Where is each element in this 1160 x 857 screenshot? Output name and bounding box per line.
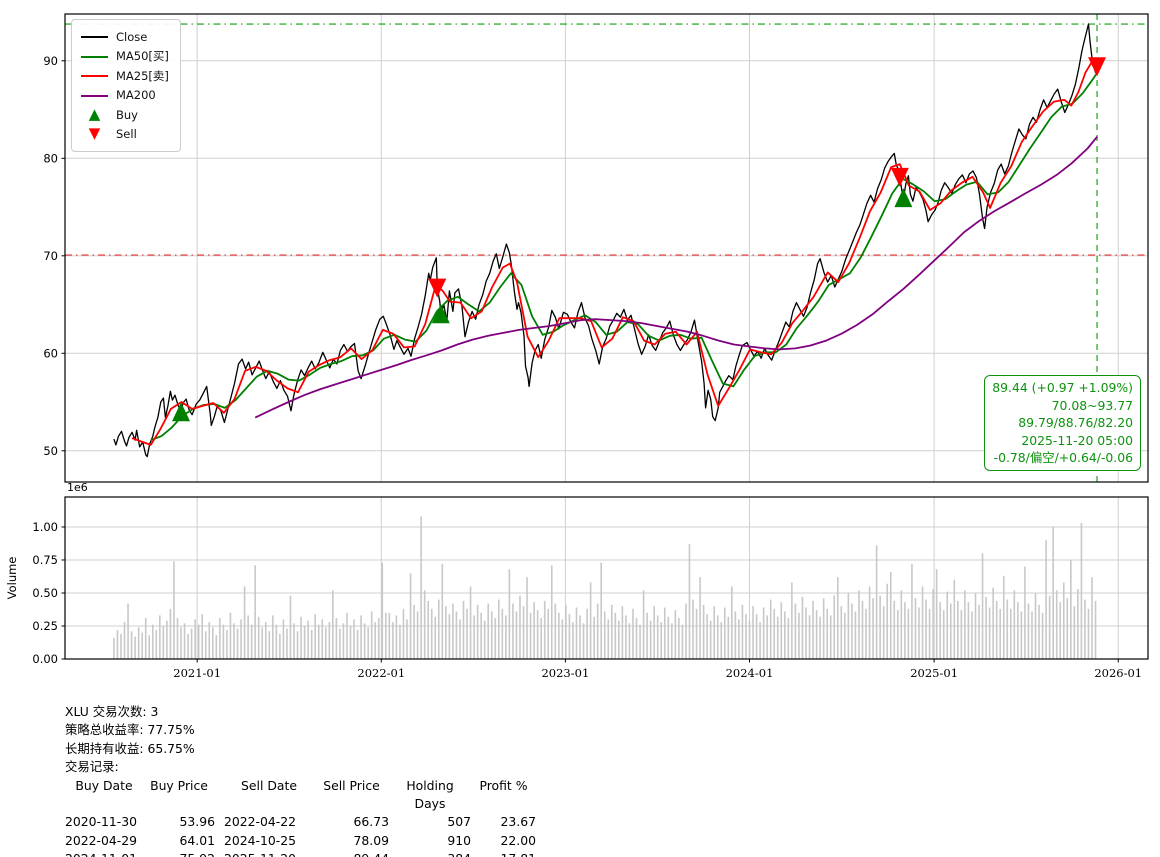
trade-row: 2022-04-29 64.01 2024-10-25 78.09 910 22.00 <box>65 832 536 850</box>
svg-text:1.00: 1.00 <box>32 520 58 534</box>
svg-text:70: 70 <box>43 249 58 263</box>
trade-cell: 2020-11-30 <box>65 814 138 830</box>
svg-text:2026-01: 2026-01 <box>1094 666 1142 680</box>
trade-cell: 507 <box>447 814 471 830</box>
trade-cell: 89.44 <box>314 850 389 857</box>
legend-line-sample <box>81 49 108 63</box>
trade-cell: 2022-04-29 <box>65 832 138 848</box>
annotation-line-4: -0.78/偏空/+0.64/-0.06 <box>993 450 1133 466</box>
price-annotation-box: 89.44 (+0.97 +1.09%) 70.08~93.77 89.79/88.… <box>984 375 1141 471</box>
trade-cell: 17.81 <box>471 850 536 857</box>
trade-cell: 75.92 <box>143 850 215 857</box>
legend-item-ma25: MA25[卖] <box>81 66 169 86</box>
volume-axes-border <box>64 496 1149 660</box>
trade-record-label: 交易记录: <box>65 759 119 775</box>
trade-cell: 384 <box>389 850 471 857</box>
legend-label: Buy <box>116 107 138 122</box>
legend-item-buy: ▲ Buy <box>81 105 169 125</box>
legend-label: MA25[卖] <box>116 68 169 83</box>
trade-cell: 2024-11-01 <box>65 850 143 857</box>
buy-marker <box>894 188 913 208</box>
main-axes-border <box>64 13 1149 483</box>
strategy-return-line: 策略总收益率: 77.75% <box>65 722 195 738</box>
trade-cell: 2024-10-25 <box>224 832 297 848</box>
axis-ticks-and-labels: 50 60 70 80 90 0.00 0.25 0.50 0.75 1.00 2021-01 202… <box>32 54 1142 680</box>
annotation-line-2: 89.79/88.76/82.20 <box>1018 415 1133 431</box>
trade-table-header-cell: Buy Date <box>75 777 133 793</box>
trade-cell: 64.01 <box>179 832 215 848</box>
trade-table-header-cell: Holding Days <box>406 777 454 812</box>
svg-text:2024-01: 2024-01 <box>726 666 774 680</box>
trade-table-header-cell: Profit % <box>479 777 528 793</box>
svg-text:2022-01: 2022-01 <box>357 666 405 680</box>
trade-count-line: XLU 交易次数: 3 <box>65 704 159 719</box>
triangle-down-icon: ▼ <box>88 124 101 143</box>
trade-table-header-cell: Sell Date <box>241 777 297 793</box>
svg-text:0.50: 0.50 <box>32 586 58 600</box>
svg-text:2023-01: 2023-01 <box>541 666 589 680</box>
legend-label: MA50[买] <box>116 49 169 64</box>
buy-marker <box>431 304 450 324</box>
trade-row: 2024-11-0175.92 2025-11-2089.4438417.81 <box>65 850 536 857</box>
svg-text:0.25: 0.25 <box>32 619 58 633</box>
legend-item-close: Close <box>81 27 169 47</box>
svg-text:2025-01: 2025-01 <box>910 666 958 680</box>
trade-table-header: Buy Date Buy Price Sell Date Sell Price Hold… <box>65 777 536 814</box>
triangle-up-icon: ▲ <box>88 104 101 123</box>
sell-marker <box>1088 57 1107 77</box>
sell-marker <box>890 167 909 187</box>
buy-marker <box>172 402 191 422</box>
trade-table: Buy Date Buy Price Sell Date Sell Price Hold… <box>65 777 536 857</box>
legend-label: Sell <box>116 127 137 142</box>
trade-row: 2020-11-30 53.96 2022-04-22 66.73 507 23.67 <box>65 813 536 831</box>
strategy-stats: XLU 交易次数: 3 策略总收益率: 77.75% 长期持有收益: 65.75… <box>65 703 536 857</box>
volume-plot-area <box>65 497 1148 659</box>
trade-cell: 23.67 <box>500 814 536 830</box>
svg-text:50: 50 <box>43 444 58 458</box>
trade-table-header-cell: Sell Price <box>323 777 380 793</box>
legend-item-sell: ▼ Sell <box>81 125 169 145</box>
main-plot-area <box>65 14 1148 482</box>
volume-axis-label: Volume <box>5 557 19 600</box>
trade-cell: 22.00 <box>500 832 536 848</box>
legend-item-ma200: MA200 <box>81 86 169 106</box>
trade-cell: 2025-11-20 <box>220 850 314 857</box>
svg-text:2021-01: 2021-01 <box>173 666 221 680</box>
legend-line-sample <box>81 88 108 102</box>
svg-text:0.00: 0.00 <box>32 652 58 666</box>
legend-line-sample <box>81 30 108 44</box>
annotation-line-1: 70.08~93.77 <box>1051 397 1133 413</box>
legend-line-sample <box>81 69 108 83</box>
svg-text:0.75: 0.75 <box>32 553 58 567</box>
legend-label: Close <box>116 29 148 44</box>
annotation-line-3: 2025-11-20 05:00 <box>1021 432 1133 448</box>
price-volume-chart: 50 60 70 80 90 0.00 0.25 0.50 0.75 1.00 2021-01 202… <box>5 13 1149 680</box>
buyhold-return-line: 长期持有收益: 65.75% <box>65 740 195 756</box>
annotation-line-0: 89.44 (+0.97 +1.09%) <box>992 380 1133 395</box>
svg-text:60: 60 <box>43 346 58 360</box>
sell-marker <box>428 278 447 298</box>
volume-offset-label: 1e6 <box>67 481 88 494</box>
trade-cell: 66.73 <box>353 814 389 830</box>
trade-cell: 78.09 <box>353 832 389 848</box>
ma200-line <box>254 136 1098 419</box>
legend-item-ma50: MA50[买] <box>81 47 169 67</box>
trade-cell: 2022-04-22 <box>224 814 297 830</box>
trade-cell: 910 <box>447 832 471 848</box>
trade-cell: 53.96 <box>179 814 215 830</box>
volume-bars <box>113 516 1097 659</box>
svg-text:80: 80 <box>43 151 58 165</box>
grid-lines <box>65 14 1148 660</box>
svg-text:90: 90 <box>43 54 58 68</box>
chart-legend: Close MA50[买] MA25[卖] MA200 ▲ Buy ▼ Sell <box>71 19 181 152</box>
legend-label: MA200 <box>116 88 156 103</box>
ma25-line <box>131 59 1098 446</box>
trade-table-header-cell: Buy Price <box>150 777 208 793</box>
